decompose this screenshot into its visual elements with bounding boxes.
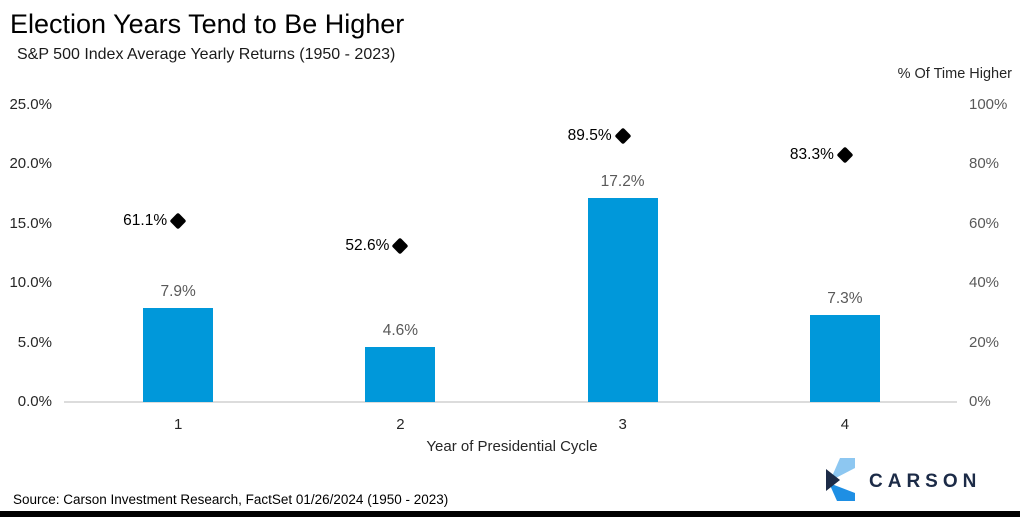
right-axis-tick-label: 0% [969,393,991,410]
diamond-value-label: 52.6% [345,236,390,254]
right-axis-tick-label: 40% [969,274,1000,292]
bar-value-label: 7.9% [160,283,196,301]
diamond-marker-year-4 [836,146,854,164]
chart-title: Election Years Tend to Be Higher [10,9,405,39]
x-axis-tick-label: 2 [396,416,405,433]
diamond-marker-year-1 [169,212,187,230]
carson-logo-text: CARSON [869,470,982,492]
bar-year-1 [143,308,214,402]
bar-year-4 [809,315,880,402]
right-axis-tick-label: 100% [969,96,1008,113]
left-axis-tick-label: 20.0% [9,155,52,173]
x-axis-tick-label: 4 [840,416,850,433]
left-axis-tick-label: 25.0% [9,96,52,113]
right-axis-title: % Of Time Higher [897,66,1012,82]
left-axis-tick-label: 10.0% [9,274,52,292]
left-axis-tick-label: 5.0% [17,333,52,351]
diamond-value-label: 61.1% [123,211,168,229]
right-axis-tick-label: 60% [969,214,1000,232]
left-axis-tick-label: 15.0% [9,214,52,232]
source-note: Source: Carson Investment Research, Fact… [13,492,449,507]
chart-subtitle: S&P 500 Index Average Yearly Returns (19… [17,46,396,63]
bar-value-label: 7.3% [827,290,863,308]
bar-value-label: 17.2% [600,172,645,190]
right-axis-tick-label: 80% [969,155,1000,173]
diamond-marker-year-3 [614,127,632,145]
diamond-value-label: 83.3% [789,145,834,163]
diamond-marker-year-2 [391,237,409,255]
left-axis-tick-label: 0.0% [17,393,52,410]
bottom-black-bar [0,511,1020,517]
bar-year-2 [365,347,436,402]
x-axis-line [64,401,957,403]
diamond-value-label: 89.5% [567,127,612,145]
x-axis-tick-label: 1 [173,416,183,433]
carson-logo-icon [824,457,856,506]
bar-value-label: 4.6% [382,322,419,340]
carson-logo: CARSON [824,457,981,506]
x-axis-title: Year of Presidential Cycle [426,438,598,455]
x-axis-tick-label: 3 [618,416,627,433]
right-axis-tick-label: 20% [969,333,1000,351]
bar-year-3 [587,197,658,402]
